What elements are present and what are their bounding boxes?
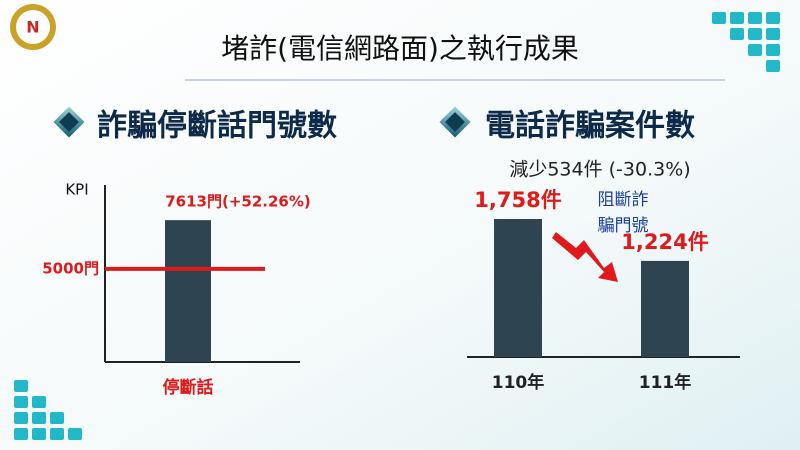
value-label: 1,758件: [474, 188, 561, 212]
reference-label: 5000門: [42, 259, 99, 277]
annotation: 騙門號: [598, 216, 649, 236]
section-icon: [439, 106, 471, 138]
x-tick-label: 111年: [639, 372, 692, 393]
x-tick-label: 停斷話: [163, 377, 214, 398]
section-icon: [53, 106, 85, 138]
y-axis-label: KPI: [65, 181, 88, 199]
decrease-arrow: [552, 232, 618, 282]
bar: [494, 218, 542, 357]
decoration: [14, 12, 780, 440]
value-label: 1,224件: [621, 230, 708, 254]
logo: N: [10, 4, 56, 50]
slide-title: 堵詐(電信網路面)之執行成果: [221, 32, 579, 65]
annotation: 阻斷詐: [598, 190, 649, 210]
bar: [641, 260, 689, 357]
bar: [165, 220, 211, 362]
value-label: 7613門(+52.26%): [165, 193, 311, 211]
x-tick-label: 110年: [492, 372, 545, 393]
chart-subtitle: 減少534件 (-30.3%): [509, 159, 690, 181]
chart-title: 電話詐騙案件數: [485, 109, 695, 144]
svg-text:N: N: [26, 18, 39, 37]
chart-title: 詐騙停斷話門號數: [97, 109, 337, 144]
